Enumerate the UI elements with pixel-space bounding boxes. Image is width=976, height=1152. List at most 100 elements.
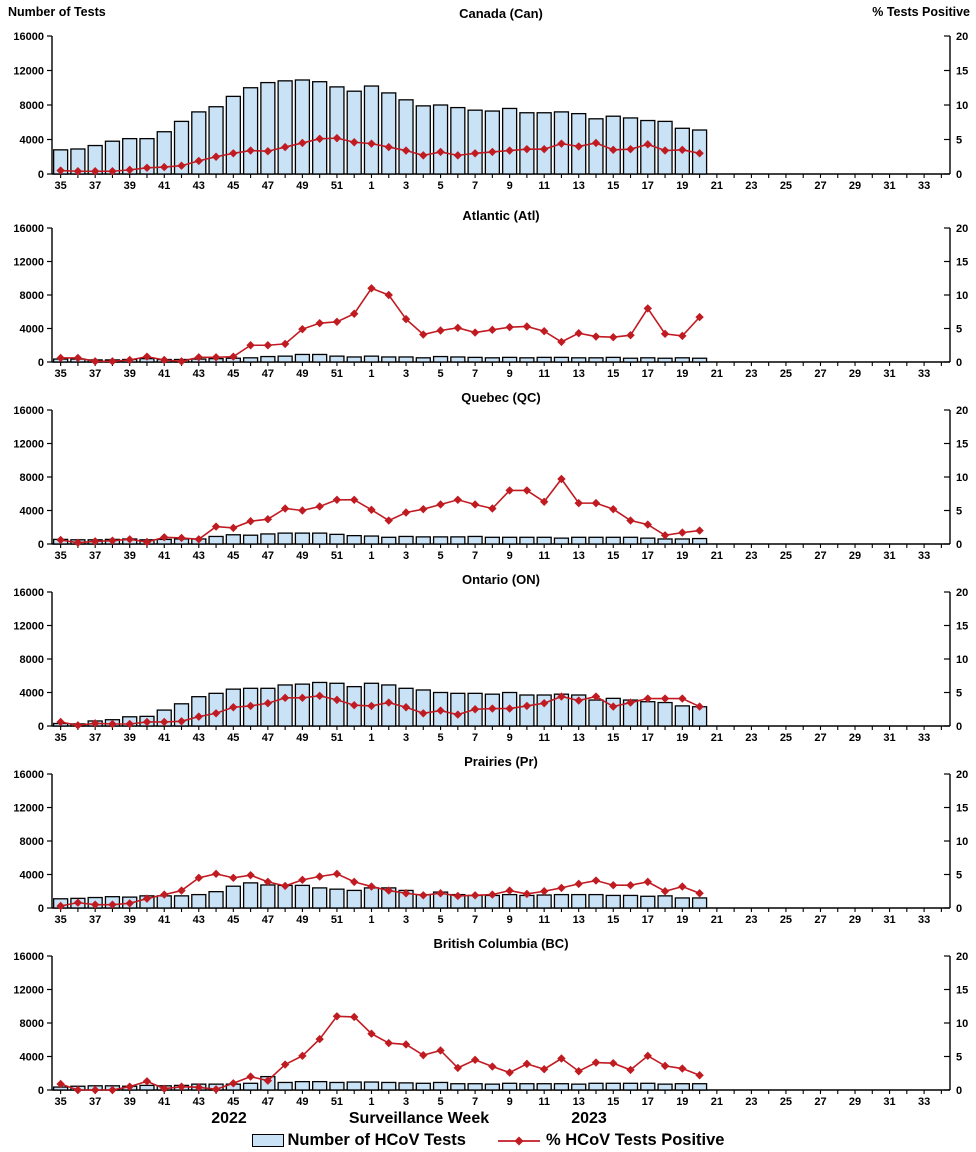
svg-text:43: 43	[193, 732, 205, 744]
svg-text:16000: 16000	[13, 223, 44, 235]
svg-text:23: 23	[745, 180, 757, 192]
svg-text:37: 37	[89, 732, 101, 744]
svg-text:35: 35	[55, 180, 67, 192]
svg-text:37: 37	[89, 368, 101, 380]
svg-text:4000: 4000	[20, 324, 44, 336]
svg-text:45: 45	[227, 732, 239, 744]
svg-text:8000: 8000	[20, 836, 44, 848]
svg-text:33: 33	[918, 180, 930, 192]
svg-text:43: 43	[193, 550, 205, 562]
svg-text:9: 9	[507, 914, 513, 926]
svg-text:23: 23	[745, 550, 757, 562]
svg-text:8000: 8000	[20, 654, 44, 666]
panel-prairies: Prairies (Pr) 0 4000 8000 12000 16000 0 5 10 15 2…	[0, 746, 976, 928]
svg-text:45: 45	[227, 914, 239, 926]
svg-text:31: 31	[883, 180, 895, 192]
svg-text:41: 41	[158, 550, 170, 562]
svg-text:27: 27	[814, 914, 826, 926]
svg-text:11: 11	[538, 732, 550, 744]
svg-text:39: 39	[124, 914, 136, 926]
svg-text:41: 41	[158, 180, 170, 192]
svg-text:3: 3	[403, 914, 409, 926]
svg-text:27: 27	[814, 368, 826, 380]
svg-text:1: 1	[368, 550, 374, 562]
svg-text:10: 10	[956, 1018, 968, 1030]
panel-quebec: Quebec (QC) 0 4000 8000 12000 16000 0 5 10 15 20 3…	[0, 382, 976, 564]
svg-text:23: 23	[745, 732, 757, 744]
svg-text:1: 1	[368, 368, 374, 380]
svg-text:10: 10	[956, 100, 968, 112]
svg-text:21: 21	[711, 550, 723, 562]
svg-text:7: 7	[472, 550, 478, 562]
svg-text:5: 5	[956, 135, 962, 147]
svg-text:35: 35	[55, 1096, 67, 1108]
svg-text:27: 27	[814, 1096, 826, 1108]
svg-text:39: 39	[124, 550, 136, 562]
svg-text:15: 15	[956, 803, 968, 815]
svg-text:4000: 4000	[20, 688, 44, 700]
svg-text:23: 23	[745, 1096, 757, 1108]
svg-text:19: 19	[676, 1096, 688, 1108]
svg-text:1: 1	[368, 732, 374, 744]
svg-text:0: 0	[956, 169, 962, 181]
line-legend-label: % HCoV Tests Positive	[545, 1131, 725, 1149]
svg-text:35: 35	[55, 914, 67, 926]
svg-text:12000: 12000	[13, 621, 44, 633]
svg-text:0: 0	[956, 721, 962, 733]
svg-text:49: 49	[296, 550, 308, 562]
svg-text:39: 39	[124, 368, 136, 380]
svg-text:9: 9	[507, 368, 513, 380]
svg-text:11: 11	[538, 914, 550, 926]
svg-text:33: 33	[918, 914, 930, 926]
legend-item-line: % HCoV Tests Positive	[496, 1131, 725, 1150]
svg-text:16000: 16000	[13, 31, 44, 43]
svg-text:33: 33	[918, 732, 930, 744]
svg-text:49: 49	[296, 732, 308, 744]
svg-text:1: 1	[368, 180, 374, 192]
svg-text:5: 5	[956, 870, 962, 882]
svg-text:51: 51	[331, 368, 343, 380]
svg-text:51: 51	[331, 1096, 343, 1108]
svg-text:41: 41	[158, 914, 170, 926]
svg-text:10: 10	[956, 290, 968, 302]
svg-text:19: 19	[676, 732, 688, 744]
svg-text:17: 17	[642, 180, 654, 192]
svg-text:16000: 16000	[13, 587, 44, 599]
svg-text:8000: 8000	[20, 100, 44, 112]
svg-text:27: 27	[814, 550, 826, 562]
svg-text:21: 21	[711, 180, 723, 192]
right-axis-title: % Tests Positive	[872, 5, 970, 19]
figure-footer: 2022 Surveillance Week 2023 Number of HC…	[0, 1110, 976, 1152]
svg-text:47: 47	[262, 180, 274, 192]
svg-text:17: 17	[642, 550, 654, 562]
svg-text:41: 41	[158, 1096, 170, 1108]
svg-text:20: 20	[956, 223, 968, 235]
svg-text:27: 27	[814, 180, 826, 192]
svg-text:21: 21	[711, 914, 723, 926]
svg-text:11: 11	[538, 180, 550, 192]
svg-text:7: 7	[472, 368, 478, 380]
svg-text:25: 25	[780, 1096, 792, 1108]
svg-text:11: 11	[538, 368, 550, 380]
line-legend-swatch	[497, 1136, 540, 1145]
svg-text:0: 0	[38, 903, 44, 915]
svg-text:4000: 4000	[20, 135, 44, 147]
svg-text:15: 15	[607, 1096, 619, 1108]
svg-text:29: 29	[849, 550, 861, 562]
svg-text:9: 9	[507, 1096, 513, 1108]
svg-text:13: 13	[573, 180, 585, 192]
svg-text:17: 17	[642, 1096, 654, 1108]
x-axis-title: Surveillance Week	[348, 1110, 490, 1127]
svg-text:3: 3	[403, 180, 409, 192]
svg-text:13: 13	[573, 1096, 585, 1108]
svg-text:7: 7	[472, 180, 478, 192]
svg-text:5: 5	[956, 688, 962, 700]
svg-text:8000: 8000	[20, 472, 44, 484]
bar-legend-swatch	[251, 1134, 284, 1147]
svg-text:8000: 8000	[20, 1018, 44, 1030]
svg-text:49: 49	[296, 914, 308, 926]
svg-text:5: 5	[956, 1052, 962, 1064]
svg-text:29: 29	[849, 732, 861, 744]
svg-text:33: 33	[918, 550, 930, 562]
